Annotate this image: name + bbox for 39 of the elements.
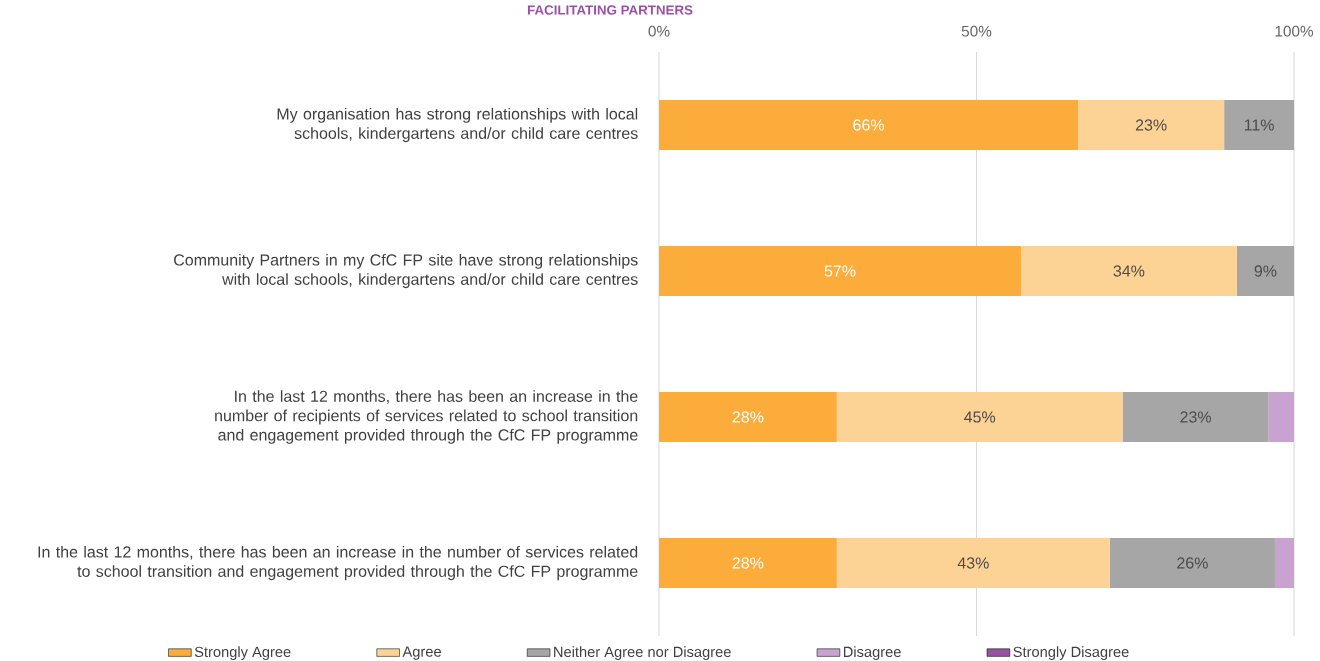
bar xyxy=(659,246,1021,296)
data-label: 43% xyxy=(957,557,989,569)
legend-label: Neither Agree nor Disagree xyxy=(554,646,731,660)
legend-label: Agree xyxy=(402,646,441,660)
data-label: 45% xyxy=(964,411,996,423)
data-label: 9% xyxy=(1254,265,1277,277)
bar xyxy=(1274,538,1294,588)
bar xyxy=(659,392,837,442)
x-tick-label: 100% xyxy=(1275,25,1314,37)
data-label: 57% xyxy=(824,265,856,277)
bar xyxy=(836,392,1123,442)
bar xyxy=(1122,392,1269,442)
y-tick-label: My organisation has strong relationships with local schools, kindergartens and/or child care centres xyxy=(277,107,638,143)
data-label: 23% xyxy=(1180,411,1212,423)
data-label: 11% xyxy=(1244,119,1274,131)
bar xyxy=(1109,538,1275,588)
y-tick-label: Community Partners in my CfC FP site have strong relationships with local schools, kindergartens and/or child care centres xyxy=(174,253,638,289)
bar xyxy=(659,538,837,588)
chart-title: FACILITATING PARTNERS xyxy=(527,5,693,15)
legend-label: Strongly Agree xyxy=(194,646,291,660)
y-tick-label: In the last 12 months, there has been an increase in the number of services related to school transition and engagement provided through the CfC FP programme xyxy=(38,545,638,581)
data-label: 26% xyxy=(1177,557,1208,569)
bar xyxy=(659,100,1079,150)
y-tick-label: In the last 12 months, there has been an increase in the number of recipients of services related to school transition and engagement provided through the CfC FP programme xyxy=(215,390,638,444)
x-tick-label: 50% xyxy=(961,25,992,37)
bar xyxy=(1236,246,1294,296)
data-label: 28% xyxy=(732,411,764,423)
legend-label: Strongly Disagree xyxy=(1013,646,1129,660)
x-tick-label: 0% xyxy=(648,25,670,37)
data-label: 23% xyxy=(1135,119,1167,131)
legend-label: Disagree xyxy=(843,646,901,660)
data-label: 34% xyxy=(1113,265,1145,277)
data-label: 66% xyxy=(853,119,884,131)
bar xyxy=(1020,246,1237,296)
bar xyxy=(1268,392,1294,442)
bar xyxy=(1078,100,1225,150)
bar xyxy=(836,538,1110,588)
bar xyxy=(1224,100,1294,150)
data-label: 28% xyxy=(732,557,764,569)
